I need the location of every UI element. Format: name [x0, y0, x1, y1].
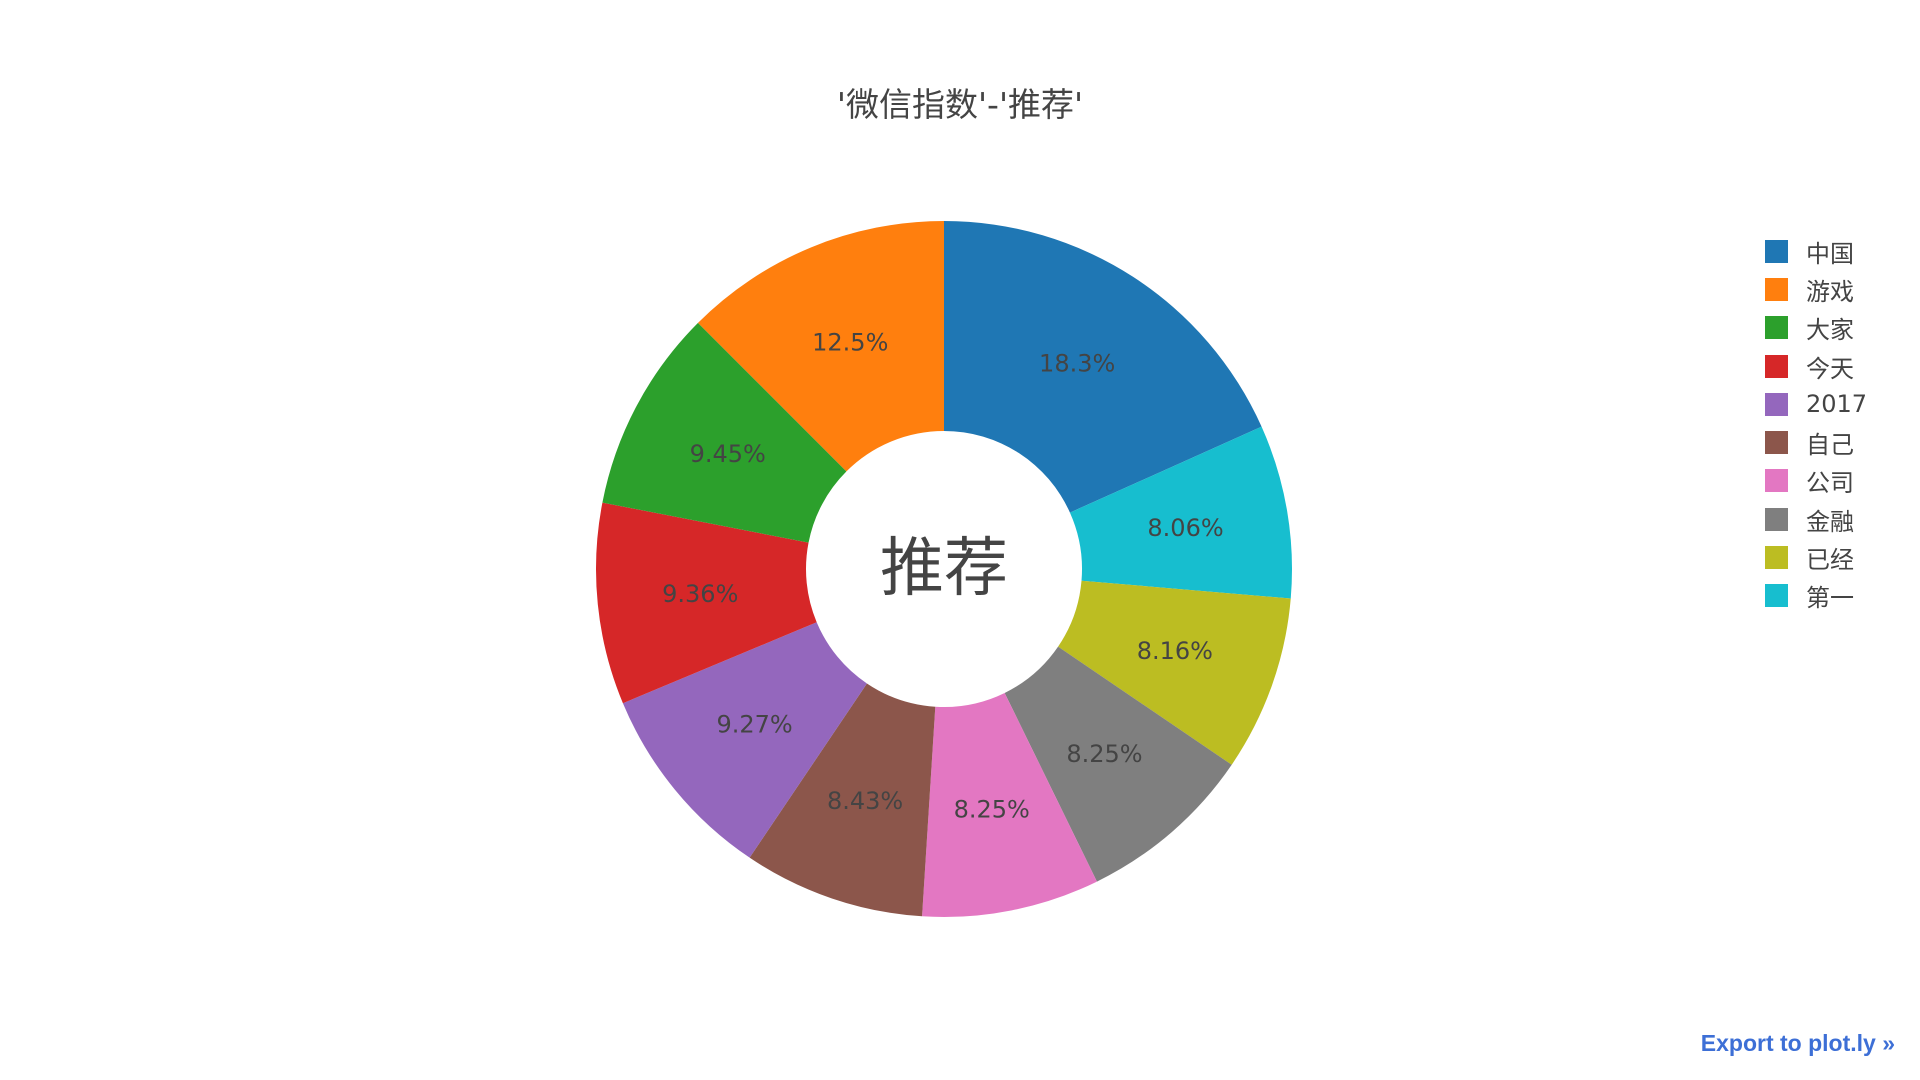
export-to-plotly-link[interactable]: Export to plot.ly » [1700, 1030, 1895, 1056]
slice-label-游戏: 12.5% [812, 329, 888, 357]
slice-金融[interactable] [1004, 646, 1232, 882]
legend-swatch [1765, 392, 1788, 416]
chart-title: '微信指数'-'推荐' [836, 85, 1084, 124]
legend-item-公司[interactable]: 公司 [1765, 462, 1867, 500]
legend-label: 今天 [1806, 354, 1854, 383]
slice-今天[interactable] [595, 502, 817, 704]
slice-2017[interactable] [622, 622, 867, 858]
legend-label: 第一 [1806, 584, 1854, 613]
legend-item-自己[interactable]: 自己 [1765, 423, 1867, 461]
legend-item-金融[interactable]: 金融 [1765, 500, 1867, 538]
slice-自己[interactable] [749, 683, 936, 917]
legend-label: 2017 [1806, 390, 1868, 419]
legend-item-第一[interactable]: 第一 [1765, 577, 1867, 615]
legend-swatch [1765, 546, 1788, 570]
legend-item-中国[interactable]: 中国 [1765, 232, 1867, 270]
slice-label-中国: 18.3% [1039, 349, 1115, 377]
slice-已经[interactable] [1058, 580, 1291, 765]
legend-label: 已经 [1806, 546, 1854, 575]
legend-swatch [1765, 584, 1788, 608]
legend-swatch [1765, 239, 1788, 263]
legend-swatch [1765, 316, 1788, 340]
legend-label: 金融 [1806, 507, 1854, 536]
legend-label: 公司 [1806, 469, 1854, 498]
slice-公司[interactable] [922, 692, 1097, 917]
legend-label: 大家 [1806, 316, 1854, 345]
slice-中国[interactable] [944, 221, 1262, 513]
hole-label: 推荐 [880, 532, 1008, 606]
legend-item-今天[interactable]: 今天 [1765, 347, 1867, 385]
legend-swatch [1765, 354, 1788, 378]
legend-label: 自己 [1806, 431, 1854, 460]
legend-swatch [1765, 507, 1788, 531]
slice-label-公司: 8.25% [954, 795, 1030, 823]
legend-item-2017[interactable]: 2017 [1765, 385, 1867, 423]
legend-item-大家[interactable]: 大家 [1765, 309, 1867, 347]
slice-label-自己: 8.43% [827, 787, 903, 815]
legend-swatch [1765, 469, 1788, 493]
slice-label-大家: 9.45% [690, 440, 766, 468]
slice-label-第一: 8.06% [1147, 514, 1223, 542]
slice-label-2017: 9.27% [716, 710, 792, 738]
legend-swatch [1765, 431, 1788, 455]
legend-label: 游戏 [1806, 277, 1854, 306]
chart-legend: 中国游戏大家今天 2017 自己公司金融已经第一 [1765, 232, 1867, 615]
legend-swatch [1765, 277, 1788, 301]
legend-item-游戏[interactable]: 游戏 [1765, 270, 1867, 308]
slice-label-今天: 9.36% [662, 580, 738, 608]
slice-大家[interactable] [602, 322, 847, 543]
slice-第一[interactable] [1069, 426, 1292, 599]
slice-label-已经: 8.16% [1137, 637, 1213, 665]
slice-游戏[interactable] [697, 221, 944, 472]
legend-label: 中国 [1806, 239, 1854, 268]
legend-item-已经[interactable]: 已经 [1765, 538, 1867, 576]
slice-label-金融: 8.25% [1066, 740, 1142, 768]
